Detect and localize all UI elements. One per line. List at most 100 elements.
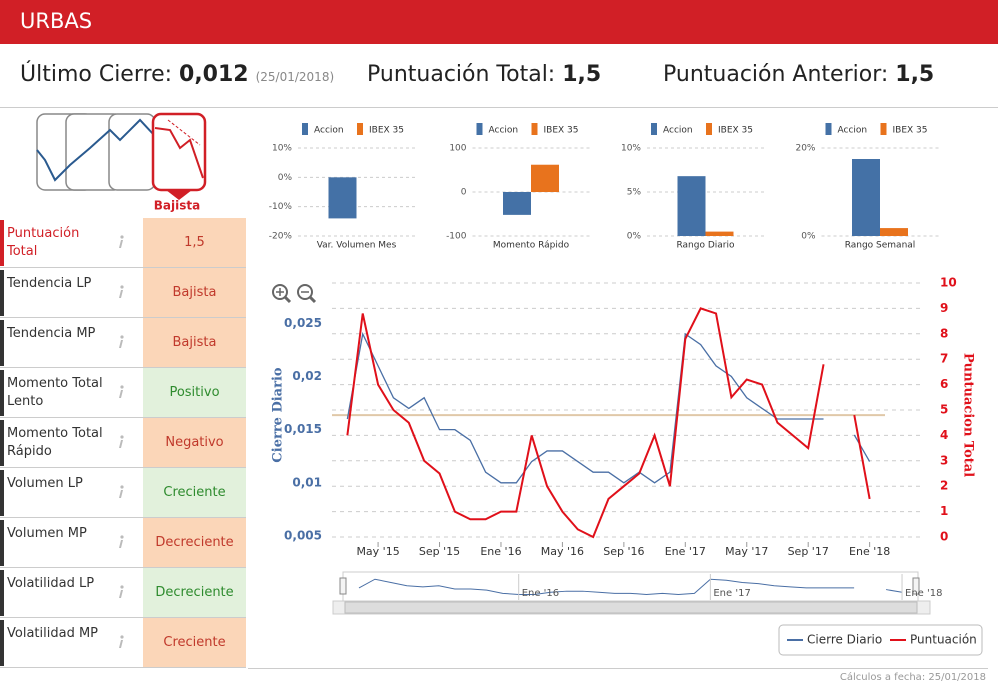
y-tick-label: 0,015 <box>284 422 322 436</box>
scrollbar-thumb[interactable] <box>344 601 918 614</box>
x-tick-label: Sep '16 <box>603 545 644 558</box>
legend-box <box>778 624 983 656</box>
footer-line <box>248 668 988 669</box>
x-tick-label: Rango Diario <box>676 241 735 251</box>
y2-tick-label: 2 <box>940 479 948 493</box>
y2-tick-label: 5 <box>940 403 948 417</box>
navigator-label: Ene '17 <box>713 588 750 599</box>
legend-label: IBEX 35 <box>893 126 928 136</box>
indicator-row: Momento Total Rápido Negativo <box>0 418 246 468</box>
series-line <box>853 434 871 462</box>
separator <box>0 107 998 108</box>
indicator-row: Volumen LP Creciente <box>0 468 246 518</box>
trend-icon: Bajista <box>36 112 207 213</box>
legend-label: Accion <box>489 126 519 136</box>
x-tick-label: Momento Rápido <box>493 241 570 251</box>
indicator-row: Tendencia LP Bajista <box>0 268 246 318</box>
y-tick-label: -100 <box>446 232 467 242</box>
navigator-label: Ene '16 <box>522 588 559 599</box>
indicator-label: Volumen MP <box>7 526 87 541</box>
info-icon[interactable] <box>117 434 125 454</box>
row-marker <box>0 470 4 516</box>
y-tick-label: 0,02 <box>292 369 322 383</box>
y-tick-label: -20% <box>269 232 293 242</box>
series-line <box>853 414 871 500</box>
row-marker <box>0 270 4 316</box>
label: Último Cierre: <box>20 62 173 87</box>
indicator-value: Creciente <box>143 618 246 667</box>
indicator-label: Volatilidad MP <box>7 626 99 641</box>
title: URBAS <box>20 9 93 33</box>
y-axis-title: Cierre Diario <box>271 367 286 462</box>
trend-label: Bajista <box>154 199 200 213</box>
bar <box>328 177 357 219</box>
legend-swatch <box>531 123 538 135</box>
x-tick-label: May '16 <box>541 545 584 558</box>
indicator-value: Negativo <box>143 418 246 467</box>
info-icon[interactable] <box>117 484 125 504</box>
legend-swatch <box>302 123 308 135</box>
y-tick-label: 0% <box>278 173 293 183</box>
indicator-label: Volumen LP <box>7 476 83 491</box>
y2-axis-title: Puntuacion Total <box>961 353 976 477</box>
y-tick-label: 100 <box>449 144 466 154</box>
indicator-value: Creciente <box>143 468 246 517</box>
y2-tick-label: 7 <box>940 352 948 366</box>
indicator-value: Positivo <box>143 368 246 417</box>
bar <box>531 164 559 192</box>
value: 0,012 <box>179 62 249 87</box>
bar <box>677 176 706 236</box>
x-tick-label: May '15 <box>356 545 399 558</box>
legend-label: Puntuación <box>910 633 977 647</box>
info-icon[interactable] <box>117 384 125 404</box>
y2-tick-label: 4 <box>940 428 948 442</box>
row-marker <box>0 520 4 566</box>
y-tick-label: 10% <box>272 144 292 154</box>
info-icon[interactable] <box>117 634 125 654</box>
row-marker <box>0 370 4 416</box>
legend-swatch <box>825 123 832 135</box>
bar <box>705 231 734 236</box>
icon-line <box>154 127 204 179</box>
y-tick-label: 0% <box>627 232 642 242</box>
indicator-row: Volatilidad LP Decreciente <box>0 568 246 618</box>
series-line <box>346 307 825 539</box>
value: 1,5 <box>562 62 602 87</box>
y-tick-label: 0 <box>461 188 467 198</box>
navigator-line <box>885 589 903 593</box>
y-tick-label: 20% <box>795 144 815 154</box>
row-marker <box>0 220 4 266</box>
info-icon[interactable] <box>117 584 125 604</box>
y2-tick-label: 10 <box>940 276 957 290</box>
icon-line <box>36 118 155 182</box>
x-tick-label: Sep '17 <box>788 545 829 558</box>
navigator-handle[interactable] <box>339 577 347 595</box>
navigator-line <box>358 578 855 595</box>
info-icon[interactable] <box>117 334 125 354</box>
y-tick-label: 5% <box>627 188 642 198</box>
indicator-row: Puntuación Total 1,5 <box>0 218 246 268</box>
y2-tick-label: 0 <box>940 530 948 544</box>
y-tick-label: 0,025 <box>284 316 322 330</box>
x-tick-label: Ene '17 <box>665 545 706 558</box>
navigator-handle[interactable] <box>912 577 920 595</box>
legend-label: Cierre Diario <box>807 633 882 647</box>
x-tick-label: Ene '18 <box>849 545 890 558</box>
zoom-in[interactable] <box>272 284 292 304</box>
y-tick-label: 0,01 <box>292 475 322 489</box>
info-icon[interactable] <box>117 234 125 254</box>
legend-swatch <box>880 123 887 135</box>
indicator-row: Tendencia MP Bajista <box>0 318 246 368</box>
mini-charts: Accion IBEX 35 10% 0% -10% -20% Var. Volumen M… <box>269 123 939 251</box>
info-icon[interactable] <box>117 284 125 304</box>
zoom-out[interactable] <box>297 284 317 304</box>
info-icon[interactable] <box>117 534 125 554</box>
x-tick-label: May '17 <box>725 545 768 558</box>
bar <box>852 159 880 236</box>
series-line <box>346 331 824 484</box>
legend-swatch <box>357 123 363 135</box>
footer: Cálculos a fecha: 25/01/2018 <box>839 672 986 683</box>
y2-tick-label: 3 <box>940 453 948 467</box>
indicator-value: Decreciente <box>143 518 246 567</box>
header: URBAS <box>0 0 998 44</box>
